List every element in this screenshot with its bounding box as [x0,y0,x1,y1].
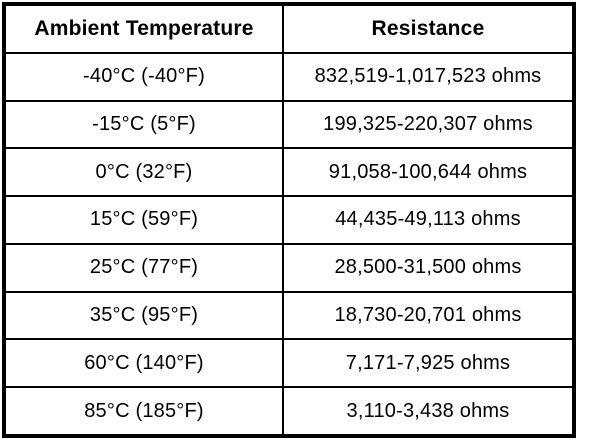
resistance-cell: 199,325-220,307 ohms [284,101,572,148]
resistance-cell: 832,519-1,017,523 ohms [284,53,572,100]
column-header-ambient-temperature: Ambient Temperature [6,6,282,52]
resistance-cell: 91,058-100,644 ohms [284,149,572,196]
temperature-cell: 85°C (185°F) [6,388,282,434]
temperature-cell: 15°C (59°F) [6,197,282,243]
resistance-cell: 18,730-20,701 ohms [284,292,572,339]
resistance-cell: 3,110-3,438 ohms [284,388,572,434]
temperature-cell: -15°C (5°F) [6,101,282,148]
temperature-cell: 35°C (95°F) [6,292,282,339]
temperature-cell: 60°C (140°F) [6,340,282,387]
resistance-cell: 44,435-49,113 ohms [284,197,572,243]
resistance-cell: 28,500-31,500 ohms [284,244,572,291]
temperature-cell: 25°C (77°F) [6,244,282,291]
resistance-cell: 7,171-7,925 ohms [284,340,572,387]
temperature-cell: -40°C (-40°F) [6,53,282,100]
column-header-resistance: Resistance [284,6,572,52]
temperature-cell: 0°C (32°F) [6,149,282,196]
resistance-table: Ambient Temperature Resistance -40°C (-4… [2,2,576,438]
